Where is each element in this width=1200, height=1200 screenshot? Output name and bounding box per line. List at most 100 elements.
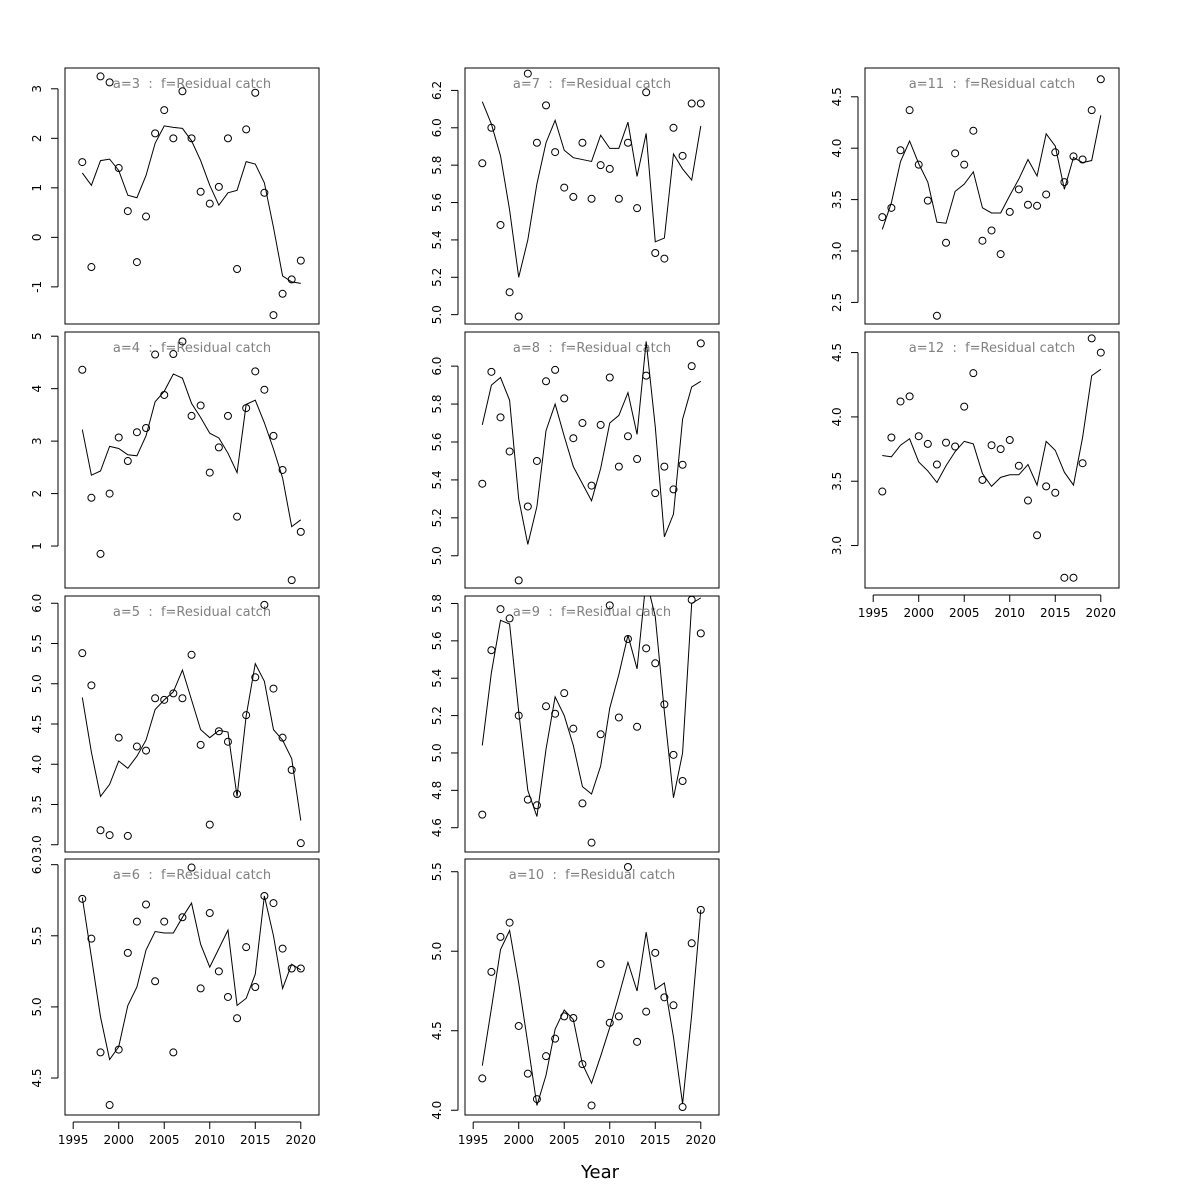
observed-point [196, 187, 205, 196]
observed-point [578, 799, 587, 808]
observed-point [1005, 436, 1014, 445]
plot-frame [64, 595, 320, 853]
plot-frame [864, 67, 1120, 325]
observed-point [132, 742, 141, 751]
observed-point [487, 646, 496, 655]
plot-area [478, 862, 705, 1112]
observed-point [560, 394, 569, 403]
panel-title: a=5 : f=Residual catch [113, 605, 271, 620]
observed-point [878, 487, 887, 496]
fit-line [481, 101, 702, 278]
panel: a=9 : f=Residual catch 4.6 4.8 5.0 5.2 5.4 5.6… [430, 594, 720, 853]
x-axis-label: Year [580, 1162, 620, 1183]
fit-line [481, 909, 702, 1106]
observed-point [178, 694, 187, 703]
observed-point [532, 1095, 541, 1104]
observed-point [578, 1060, 587, 1069]
observed-point [642, 88, 651, 97]
observed-point [242, 404, 251, 413]
observed-point [114, 433, 123, 442]
observed-point [132, 917, 141, 926]
observed-point [614, 713, 623, 722]
fit-line [81, 373, 302, 528]
observed-point [205, 820, 214, 829]
observed-point [260, 891, 269, 900]
observed-point [160, 390, 169, 399]
y-tick-label: 4.0 [830, 407, 844, 426]
observed-point [560, 183, 569, 192]
observed-point [960, 160, 969, 169]
observed-point [296, 527, 305, 536]
plot-area [78, 863, 305, 1110]
plot-frame [464, 858, 720, 1116]
observed-point [505, 918, 514, 927]
y-tick-label: 4.5 [30, 1068, 44, 1087]
observed-point [532, 456, 541, 465]
observed-point [1042, 190, 1051, 199]
y-tick-label: 4.5 [830, 87, 844, 106]
observed-point [960, 402, 969, 411]
observed-point [160, 695, 169, 704]
observed-point [696, 339, 705, 348]
observed-point [1087, 106, 1096, 115]
observed-point [596, 161, 605, 170]
observed-point [287, 765, 296, 774]
observed-point [1023, 496, 1032, 505]
observed-point [587, 194, 596, 203]
observed-point [623, 634, 632, 643]
fit-line [881, 115, 1102, 230]
observed-point [542, 101, 551, 110]
observed-point [523, 795, 532, 804]
observed-point [905, 392, 914, 401]
observed-point [487, 367, 496, 376]
observed-point [987, 441, 996, 450]
panel-title: a=3 : f=Residual catch [113, 77, 271, 92]
observed-point [105, 831, 114, 840]
observed-point [78, 894, 87, 903]
x-tick-label: 2000 [103, 1133, 134, 1147]
y-tick-label: 5.5 [430, 862, 444, 881]
observed-point [114, 1045, 123, 1054]
observed-point [633, 1037, 642, 1046]
observed-point [478, 479, 487, 488]
observed-point [1069, 152, 1078, 161]
observed-point [996, 445, 1005, 454]
observed-point [223, 411, 232, 420]
observed-point [1078, 155, 1087, 164]
observed-point [114, 164, 123, 173]
y-tick-label: 6.0 [430, 357, 444, 376]
observed-point [178, 337, 187, 346]
observed-point [542, 1052, 551, 1061]
observed-point [487, 967, 496, 976]
fit-line [481, 341, 702, 545]
observed-point [296, 839, 305, 848]
y-tick-label: 5.0 [430, 546, 444, 565]
observed-point [687, 596, 696, 604]
plot-frame [64, 858, 320, 1116]
y-tick-label: 5.4 [430, 230, 444, 249]
observed-point [214, 443, 223, 452]
observed-point [514, 711, 523, 720]
observed-point [478, 810, 487, 819]
x-tick-label: 2000 [503, 1133, 534, 1147]
observed-point [496, 220, 505, 229]
y-tick-label: 3 [30, 437, 44, 445]
observed-point [496, 605, 505, 614]
observed-point [151, 694, 160, 703]
y-tick-label: 3.0 [30, 835, 44, 854]
x-tick-label: 2000 [903, 606, 934, 620]
x-tick-label: 1995 [858, 606, 889, 620]
observed-point [505, 447, 514, 456]
observed-point [623, 862, 632, 871]
observed-point [923, 196, 932, 205]
x-tick-label: 2015 [640, 1133, 671, 1147]
observed-point [569, 434, 578, 443]
observed-point [669, 485, 678, 494]
observed-point [633, 455, 642, 464]
observed-point [660, 462, 669, 471]
observed-point [132, 428, 141, 437]
observed-point [233, 512, 242, 521]
observed-point [142, 900, 151, 909]
plot-frame [464, 595, 720, 853]
